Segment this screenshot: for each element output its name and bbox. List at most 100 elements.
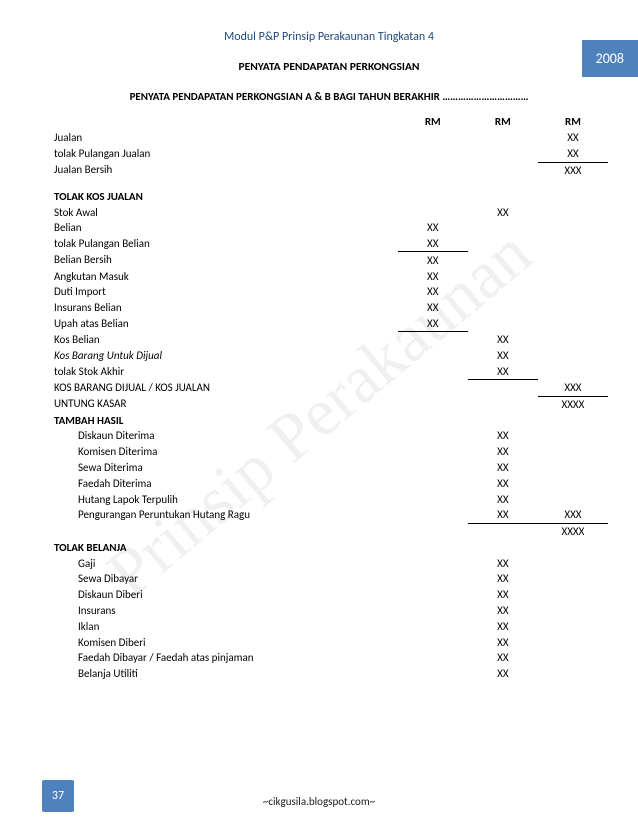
cell: [468, 146, 538, 162]
cell: XX: [468, 363, 538, 379]
cell: [538, 650, 608, 666]
cell: [398, 634, 468, 650]
cell: XX: [468, 571, 538, 587]
cell: [538, 204, 608, 220]
cell: [538, 220, 608, 236]
row-label: Angkutan Masuk: [50, 268, 398, 284]
cell: XX: [468, 348, 538, 364]
cell: [398, 428, 468, 444]
header-title: Modul P&P Prinsip Perakaunan Tingkatan 4: [50, 30, 608, 44]
cell: [398, 188, 468, 204]
cell: [538, 587, 608, 603]
table-row: JualanXX: [50, 130, 608, 146]
row-label: Faedah Diterima: [50, 475, 398, 491]
income-statement-table: RM RM RM JualanXXtolak Pulangan JualanXX…: [50, 113, 608, 682]
cell: XX: [398, 300, 468, 316]
table-row: tolak Stok AkhirXX: [50, 363, 608, 379]
row-label: Insurans Belian: [50, 300, 398, 316]
row-label: [50, 523, 398, 539]
row-label: Pengurangan Peruntukan Hutang Ragu: [50, 507, 398, 523]
table-row: Upah atas BelianXX: [50, 316, 608, 332]
table-row: Stok AwalXX: [50, 204, 608, 220]
cell: [468, 300, 538, 316]
table-row: KOS BARANG DIJUAL / KOS JUALANXXX: [50, 380, 608, 396]
col-header: RM: [538, 113, 608, 130]
cell: [398, 332, 468, 348]
row-label: TOLAK KOS JUALAN: [50, 188, 398, 204]
cell: [538, 475, 608, 491]
cell: XXX: [538, 162, 608, 178]
cell: [468, 268, 538, 284]
table-row: TOLAK BELANJA: [50, 540, 608, 556]
cell: [538, 268, 608, 284]
cell: [398, 507, 468, 523]
row-label: Belanja Utiliti: [50, 666, 398, 682]
table-row: TOLAK KOS JUALAN: [50, 188, 608, 204]
cell: [538, 252, 608, 268]
cell: XX: [468, 618, 538, 634]
cell: XX: [538, 130, 608, 146]
cell: XX: [398, 284, 468, 300]
cell: [398, 555, 468, 571]
cell: XX: [398, 220, 468, 236]
cell: [468, 316, 538, 332]
table-row: Sewa DibayarXX: [50, 571, 608, 587]
cell: XX: [468, 444, 538, 460]
cell: [398, 146, 468, 162]
section-title: PENYATA PENDAPATAN PERKONGSIAN: [50, 60, 608, 74]
cell: [398, 348, 468, 364]
cell: XX: [468, 555, 538, 571]
year-badge: 2008: [582, 40, 638, 77]
row-label: Komisen Diberi: [50, 634, 398, 650]
cell: XX: [468, 428, 538, 444]
row-label: tolak Pulangan Jualan: [50, 146, 398, 162]
cell: [398, 396, 468, 412]
cell: [538, 491, 608, 507]
cell: [398, 571, 468, 587]
table-row: Belian BersihXX: [50, 252, 608, 268]
cell: [538, 284, 608, 300]
cell: [468, 220, 538, 236]
row-label: Hutang Lapok Terpulih: [50, 491, 398, 507]
row-label: Iklan: [50, 618, 398, 634]
cell: [538, 666, 608, 682]
cell: [468, 130, 538, 146]
cell: [538, 316, 608, 332]
table-row: Diskaun DiberiXX: [50, 587, 608, 603]
cell: XXX: [538, 380, 608, 396]
cell: XX: [468, 650, 538, 666]
cell: [468, 188, 538, 204]
cell: [538, 444, 608, 460]
cell: XXXX: [538, 523, 608, 539]
cell: [398, 523, 468, 539]
cell: [468, 162, 538, 178]
cell: [538, 603, 608, 619]
cell: [398, 666, 468, 682]
row-label: Diskaun Diberi: [50, 587, 398, 603]
table-row: Angkutan MasukXX: [50, 268, 608, 284]
table-row: Jualan BersihXXX: [50, 162, 608, 178]
row-label: Upah atas Belian: [50, 316, 398, 332]
row-label: TOLAK BELANJA: [50, 540, 398, 556]
row-label: Stok Awal: [50, 204, 398, 220]
footer-source: ~cikgusila.blogspot.com~: [0, 795, 638, 808]
row-label: Sewa Diterima: [50, 460, 398, 476]
cell: [398, 444, 468, 460]
cell: [398, 204, 468, 220]
table-row: Komisen DiterimaXX: [50, 444, 608, 460]
row-label: Diskaun Diterima: [50, 428, 398, 444]
cell: [538, 460, 608, 476]
table-row: Duti ImportXX: [50, 284, 608, 300]
table-row: Insurans BelianXX: [50, 300, 608, 316]
row-label: Kos Barang Untuk Dijual: [50, 348, 398, 364]
cell: [538, 571, 608, 587]
cell: XX: [538, 146, 608, 162]
table-row: [50, 178, 608, 188]
cell: XX: [468, 603, 538, 619]
cell: [468, 236, 538, 252]
row-label: tolak Pulangan Belian: [50, 236, 398, 252]
cell: [398, 587, 468, 603]
table-row: Diskaun Diterima XX: [50, 428, 608, 444]
cell: [538, 363, 608, 379]
row-label: Belian Bersih: [50, 252, 398, 268]
